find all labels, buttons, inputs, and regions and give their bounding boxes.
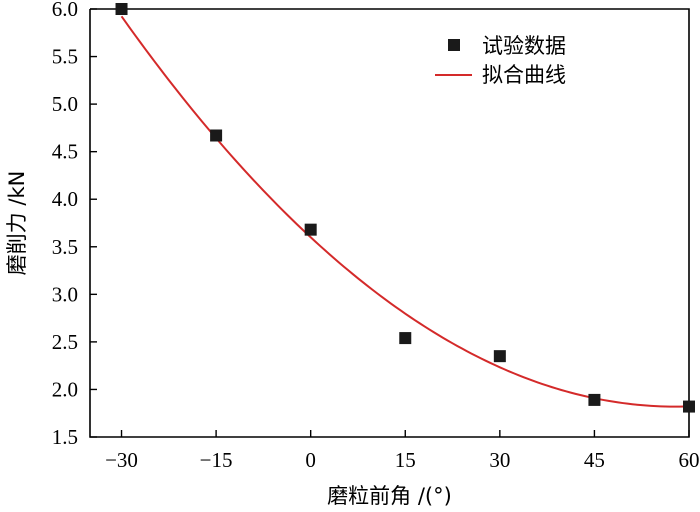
legend-marker-scatter	[448, 39, 460, 51]
x-tick-label: 0	[305, 448, 316, 472]
x-axis-title: 磨粒前角 /(°)	[327, 484, 452, 508]
legend-label-scatter: 试验数据	[482, 34, 566, 58]
y-tick-label: 3.5	[52, 235, 78, 259]
data-point	[683, 400, 695, 413]
y-tick-label: 1.5	[52, 425, 78, 449]
series-layer	[115, 3, 695, 413]
x-tick-label: 15	[395, 448, 416, 472]
axes	[89, 8, 690, 438]
y-axis-title: 磨削力 /kN	[5, 171, 29, 276]
plot-frame	[89, 8, 690, 438]
data-point	[399, 332, 412, 345]
y-tick-label: 6.0	[52, 0, 78, 21]
data-point	[210, 129, 223, 142]
y-tick-label: 3.0	[52, 282, 78, 306]
legend: 试验数据 拟合曲线	[435, 34, 566, 87]
x-tick-label: 60	[679, 448, 700, 472]
x-axis-ticks: −30 −15 0 15 30 45 60	[105, 430, 700, 472]
y-axis-ticks: 1.5 2.0 2.5 3.0 3.5 4.0 4.5 5.0 5.5 6.0	[52, 0, 97, 449]
legend-label-line: 拟合曲线	[482, 63, 566, 87]
fit-curve	[120, 15, 690, 408]
y-tick-label: 4.5	[52, 140, 78, 164]
x-tick-label: 30	[489, 448, 510, 472]
data-point	[304, 223, 317, 236]
data-point	[115, 3, 128, 15]
x-tick-label: −15	[200, 448, 233, 472]
y-tick-label: 2.5	[52, 330, 78, 354]
x-tick-label: −30	[105, 448, 138, 472]
data-point	[493, 350, 506, 363]
y-tick-label: 5.5	[52, 45, 78, 69]
y-tick-label: 4.0	[52, 187, 78, 211]
y-tick-label: 5.0	[52, 92, 78, 116]
x-tick-label: 45	[584, 448, 605, 472]
data-point	[588, 393, 601, 406]
y-tick-label: 2.0	[52, 377, 78, 401]
